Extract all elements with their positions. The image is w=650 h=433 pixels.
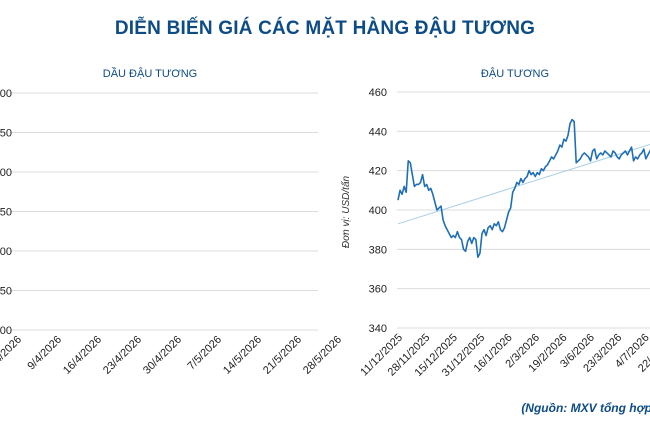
chart-1-gridlines <box>10 92 318 331</box>
chart-2-gridlines <box>397 91 650 329</box>
y-tick-label: 340 <box>369 323 387 335</box>
chart-2-series <box>397 118 650 259</box>
chart-2-x-ticks: 11/12/202528/11/202515/12/202531/12/2025… <box>358 332 650 379</box>
y-tick-label: 440 <box>369 126 387 138</box>
chart-2-y-ticks: 460 440 420 400 380 360 340 <box>369 87 387 335</box>
x-tick-label: 23/4/2026 <box>101 334 144 377</box>
x-tick-label: 1/4/2026 <box>0 334 24 373</box>
chart-1-title: DẦU ĐẬU TƯƠNG <box>103 67 197 80</box>
chart-soybean-oil: DẦU ĐẬU TƯƠNG 60.00 57.50 55.00 52.50 50.00 4… <box>0 67 344 377</box>
chart-2-trendline <box>397 143 650 225</box>
trendline <box>397 143 650 225</box>
x-tick-label: 21/5/2026 <box>261 334 304 377</box>
chart-1-y-ticks: 60.00 57.50 55.00 52.50 50.00 47.50 45.00 <box>0 88 12 337</box>
y-tick-label: 380 <box>369 244 387 256</box>
y-tick-label: 57.50 <box>0 128 12 140</box>
x-tick-label: 28/5/2026 <box>301 334 344 377</box>
y-tick-label: 47.50 <box>0 286 12 298</box>
y-tick-label: 45.00 <box>0 325 12 337</box>
chart-soybean: ĐẬU TƯƠNG Đơn vị: USD/tấn 460 440 420 400 38… <box>340 67 650 379</box>
y-tick-label: 360 <box>369 284 387 296</box>
y-tick-label: 400 <box>369 205 387 217</box>
source-note: (Nguồn: MXV tổng hợp) <box>521 401 650 415</box>
x-tick-label: 7/5/2026 <box>185 334 224 373</box>
y-tick-label: 55.00 <box>0 167 12 179</box>
y-tick-label: 50.00 <box>0 246 12 258</box>
chart-1-x-ticks: 1/4/2026 9/4/202616/4/202623/4/202630/4/2… <box>0 334 344 377</box>
x-tick-label: 14/5/2026 <box>221 334 264 377</box>
y-tick-label: 60.00 <box>0 88 12 100</box>
x-tick-label: 30/4/2026 <box>141 334 184 377</box>
chart-2-title: ĐẬU TƯƠNG <box>481 67 549 80</box>
y-tick-label: 460 <box>369 87 387 99</box>
y-tick-label: 52.50 <box>0 207 12 219</box>
page-title: DIỄN BIẾN GIÁ CÁC MẶT HÀNG ĐẬU TƯƠNG <box>114 18 536 39</box>
y-tick-label: 420 <box>369 166 387 178</box>
chart-2-y-axis-label: Đơn vị: USD/tấn <box>340 175 352 248</box>
x-tick-label: 16/4/2026 <box>61 334 104 377</box>
series-line <box>397 118 650 259</box>
x-tick-label: 9/4/2026 <box>25 334 64 373</box>
